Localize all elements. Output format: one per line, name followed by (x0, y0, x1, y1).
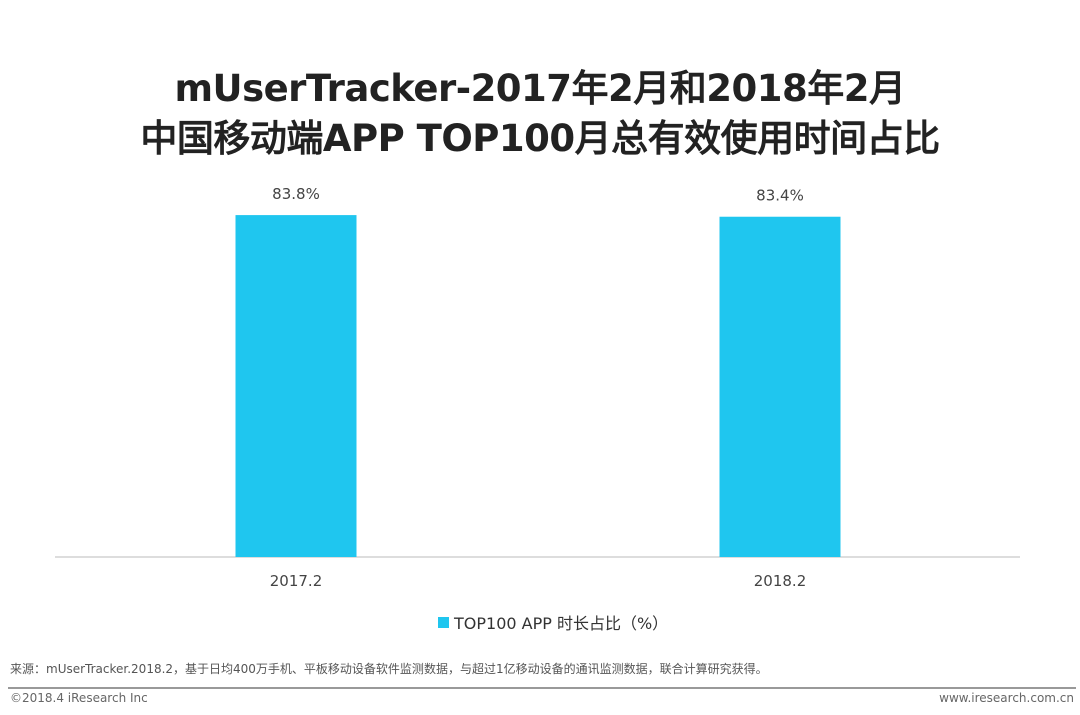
x-tick-label: 2017.2 (270, 572, 323, 590)
legend-swatch (438, 616, 449, 628)
legend-label: TOP100 APP 时长占比（%） (454, 614, 669, 633)
data-label: 83.4% (756, 187, 804, 205)
chart-title-line-2: 中国移动端APP TOP100月总有效使用时间占比 (140, 117, 940, 160)
bar-2018.2 (719, 216, 841, 557)
website-url: www.iresearch.com.cn (939, 691, 1074, 705)
bar-2017.2 (235, 215, 357, 557)
copyright: ©2018.4 iResearch Inc (10, 691, 148, 705)
chart-title-line-1: mUserTracker-2017年2月和2018年2月 (174, 67, 906, 110)
legend: TOP100 APP 时长占比（%） (438, 610, 668, 634)
x-tick-label: 2018.2 (754, 572, 807, 590)
data-label: 83.8% (272, 185, 320, 203)
source-note: 来源：mUserTracker.2018.2，基于日均400万手机、平板移动设备… (10, 662, 768, 676)
footer-divider (8, 687, 1076, 689)
